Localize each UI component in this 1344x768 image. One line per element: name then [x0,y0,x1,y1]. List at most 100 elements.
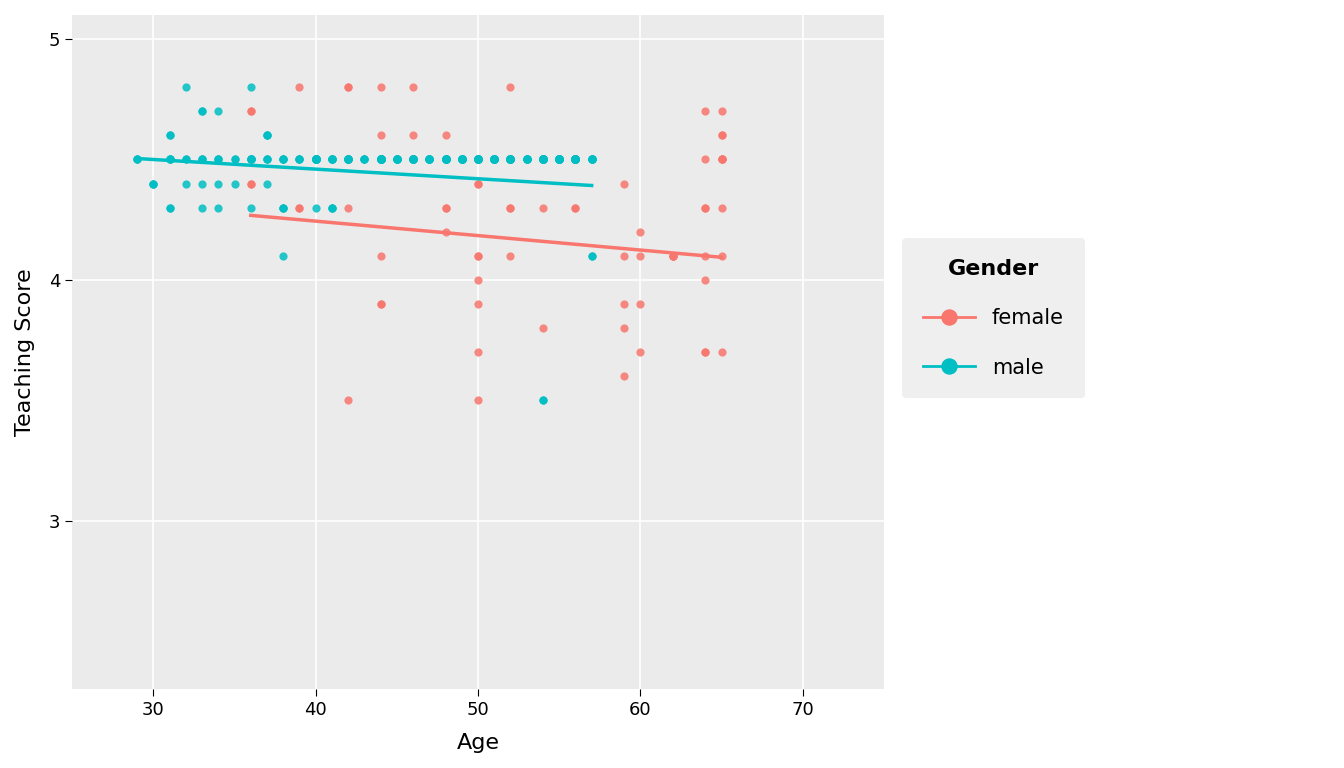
Point [175,154,196,166]
Point [468,154,489,166]
Point [500,154,521,166]
Point [581,154,602,166]
Point [500,154,521,166]
Point [613,177,634,190]
Point [564,154,586,166]
Point [305,154,327,166]
Point [337,154,359,166]
Point [289,201,310,214]
Point [468,154,489,166]
Point [468,250,489,262]
Point [386,154,407,166]
Point [305,201,327,214]
Point [711,250,732,262]
Point [663,250,684,262]
Point [207,154,228,166]
Point [532,201,554,214]
Point [402,154,423,166]
Point [337,81,359,94]
Point [191,154,212,166]
Point [435,201,457,214]
Point [695,105,716,118]
Point [273,201,294,214]
Point [452,154,473,166]
Point [370,154,391,166]
Point [532,154,554,166]
Point [435,154,457,166]
Point [175,81,196,94]
Point [321,154,343,166]
Point [564,154,586,166]
Point [370,154,391,166]
Point [629,250,650,262]
Point [564,154,586,166]
Point [500,154,521,166]
Point [500,154,521,166]
Point [257,177,278,190]
Point [581,154,602,166]
Point [370,154,391,166]
Point [126,154,148,166]
Point [452,154,473,166]
Point [452,154,473,166]
Point [581,154,602,166]
Point [695,346,716,359]
Point [370,154,391,166]
Point [337,154,359,166]
Point [337,201,359,214]
Point [484,154,505,166]
Point [532,394,554,406]
Point [532,154,554,166]
Point [629,226,650,238]
Point [564,154,586,166]
Point [402,154,423,166]
Point [500,154,521,166]
Point [273,154,294,166]
Point [289,201,310,214]
Point [564,154,586,166]
Point [516,154,538,166]
Point [159,154,180,166]
Point [484,154,505,166]
Point [548,154,570,166]
Point [418,154,439,166]
Point [207,105,228,118]
Point [337,154,359,166]
Point [273,154,294,166]
Point [532,154,554,166]
Point [484,154,505,166]
Point [484,154,505,166]
Point [386,154,407,166]
Point [468,346,489,359]
Point [548,154,570,166]
Point [581,250,602,262]
Point [402,154,423,166]
Point [257,154,278,166]
Point [159,129,180,141]
Point [468,273,489,286]
Point [468,154,489,166]
Y-axis label: Teaching Score: Teaching Score [15,268,35,436]
Point [581,154,602,166]
Point [289,154,310,166]
Point [337,154,359,166]
Point [418,154,439,166]
Point [241,105,262,118]
Point [532,154,554,166]
Point [581,154,602,166]
Point [273,154,294,166]
Point [370,154,391,166]
Point [564,154,586,166]
Point [241,154,262,166]
Point [418,154,439,166]
Point [321,201,343,214]
Point [418,154,439,166]
Point [532,154,554,166]
Point [223,154,245,166]
Point [516,154,538,166]
Point [418,154,439,166]
Point [711,154,732,166]
Point [532,154,554,166]
Point [241,154,262,166]
Point [484,154,505,166]
